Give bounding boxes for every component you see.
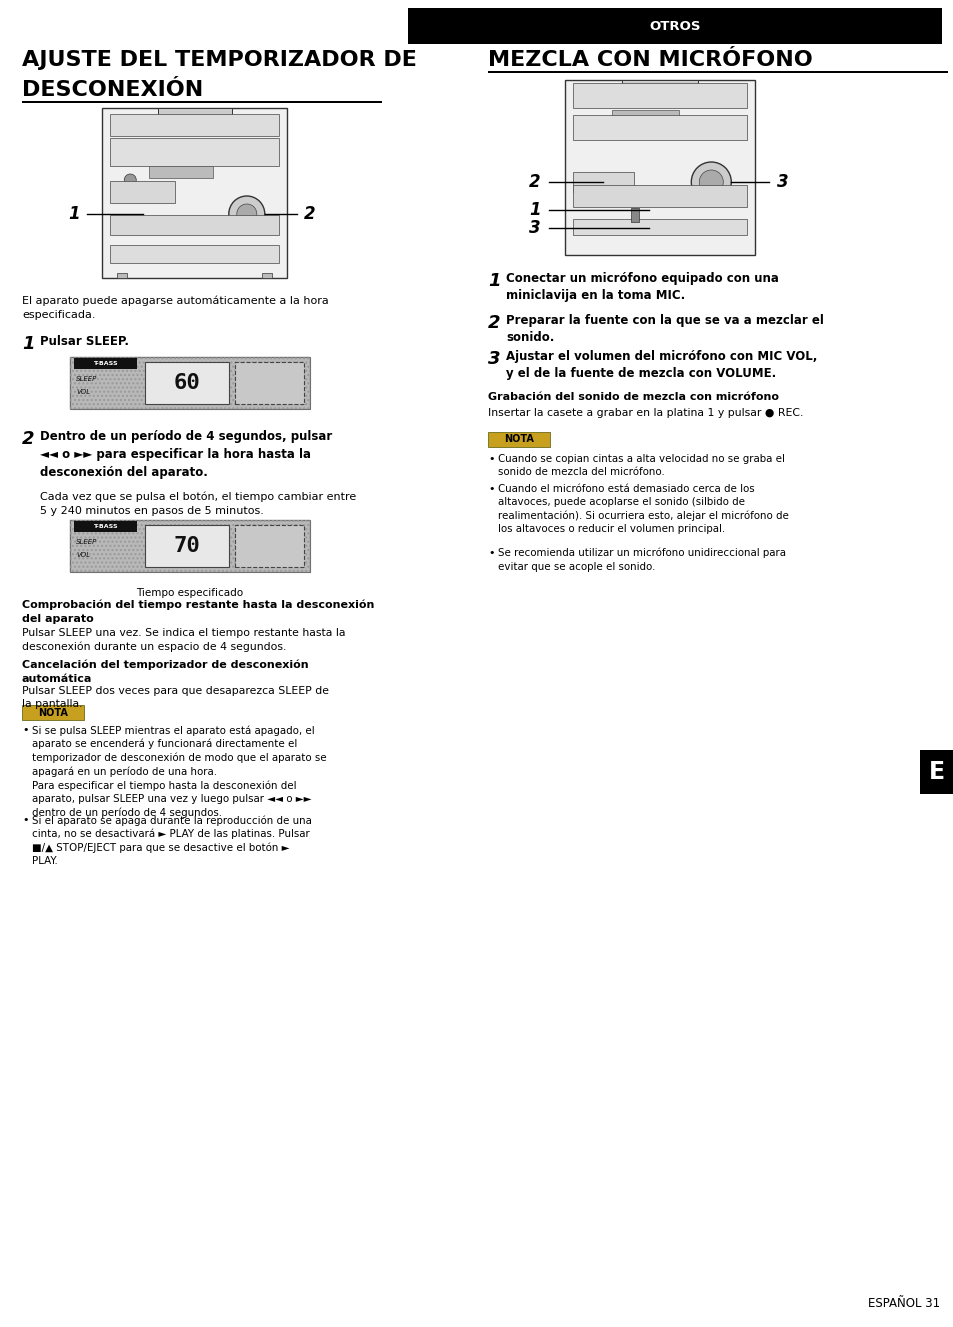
- Text: 3: 3: [488, 350, 500, 368]
- Text: •: •: [488, 484, 494, 494]
- Bar: [74, 522, 137, 532]
- Text: VOL: VOL: [76, 389, 90, 395]
- Text: NOTA: NOTA: [503, 434, 534, 445]
- Text: Pulsar SLEEP dos veces para que desaparezca SLEEP de
la pantalla.: Pulsar SLEEP dos veces para que desapare…: [22, 686, 329, 709]
- Bar: [612, 110, 679, 119]
- Text: T-BASS: T-BASS: [93, 361, 118, 366]
- Bar: [22, 705, 84, 721]
- Text: 2: 2: [529, 173, 540, 191]
- Circle shape: [699, 170, 722, 194]
- Bar: [573, 84, 746, 107]
- Bar: [111, 245, 279, 263]
- Text: El aparato puede apagarse automáticamente a la hora
especificada.: El aparato puede apagarse automáticament…: [22, 295, 329, 320]
- Bar: [235, 525, 304, 567]
- Bar: [111, 180, 175, 203]
- Bar: [573, 173, 633, 192]
- Text: Insertar la casete a grabar en la platina 1 y pulsar ● REC.: Insertar la casete a grabar en la platin…: [488, 407, 802, 418]
- Circle shape: [124, 174, 136, 186]
- Text: 2: 2: [488, 314, 500, 332]
- Text: VOL: VOL: [76, 552, 90, 557]
- Text: 1: 1: [69, 204, 80, 223]
- Bar: [111, 215, 279, 235]
- Text: Conectar un micrófono equipado con una
miniclavija en la toma MIC.: Conectar un micrófono equipado con una m…: [505, 272, 778, 303]
- Text: Comprobación del tiempo restante hasta la desconexión
del aparato: Comprobación del tiempo restante hasta l…: [22, 600, 374, 624]
- Text: Si se pulsa SLEEP mientras el aparato está apagado, el
aparato se encenderá y fu: Si se pulsa SLEEP mientras el aparato es…: [32, 725, 326, 819]
- Text: ESPAÑOL 31: ESPAÑOL 31: [867, 1296, 939, 1310]
- Bar: [145, 525, 229, 567]
- Bar: [70, 520, 310, 572]
- Bar: [158, 107, 232, 115]
- Text: •: •: [22, 725, 29, 735]
- Bar: [149, 166, 213, 178]
- Text: Grabación del sonido de mezcla con micrófono: Grabación del sonido de mezcla con micró…: [488, 391, 779, 402]
- Text: 1: 1: [22, 334, 34, 353]
- Text: •: •: [488, 548, 494, 557]
- Text: Cancelación del temporizador de desconexión
automática: Cancelación del temporizador de desconex…: [22, 660, 309, 683]
- Bar: [111, 138, 279, 166]
- Text: 1: 1: [488, 272, 500, 291]
- Text: T-BASS: T-BASS: [93, 524, 118, 529]
- Text: AJUSTE DEL TEMPORIZADOR DE: AJUSTE DEL TEMPORIZADOR DE: [22, 50, 416, 70]
- Bar: [408, 8, 941, 44]
- Text: Preparar la fuente con la que se va a mezclar el
sonido.: Preparar la fuente con la que se va a me…: [505, 314, 823, 344]
- Bar: [117, 273, 128, 277]
- Text: 2: 2: [303, 204, 315, 223]
- Bar: [235, 362, 304, 403]
- Text: OTROS: OTROS: [649, 20, 700, 32]
- Text: 3: 3: [529, 219, 540, 238]
- Text: Pulsar SLEEP.: Pulsar SLEEP.: [40, 334, 129, 348]
- Text: NOTA: NOTA: [38, 707, 68, 718]
- Text: SLEEP: SLEEP: [76, 376, 97, 382]
- Text: Tiempo especificado: Tiempo especificado: [136, 588, 243, 598]
- Bar: [74, 358, 137, 369]
- Bar: [145, 362, 229, 403]
- Text: Si el aparato se apaga durante la reproducción de una
cinta, no se desactivará ►: Si el aparato se apaga durante la reprod…: [32, 815, 312, 867]
- Text: 2: 2: [22, 430, 34, 449]
- Bar: [488, 433, 550, 447]
- Bar: [70, 520, 310, 572]
- Text: E: E: [928, 760, 944, 784]
- Circle shape: [691, 162, 731, 202]
- Text: 3: 3: [777, 173, 788, 191]
- Text: Cada vez que se pulsa el botón, el tiempo cambiar entre
5 y 240 minutos en pasos: Cada vez que se pulsa el botón, el tiemp…: [40, 492, 355, 516]
- Text: DESCONEXIÓN: DESCONEXIÓN: [22, 80, 203, 100]
- Bar: [573, 184, 746, 207]
- Text: •: •: [22, 815, 29, 825]
- Text: Dentro de un período de 4 segundos, pulsar
◄◄ o ►► para especificar la hora hast: Dentro de un período de 4 segundos, puls…: [40, 430, 332, 479]
- Bar: [70, 357, 310, 409]
- Bar: [564, 80, 754, 255]
- Bar: [111, 114, 279, 135]
- Bar: [262, 273, 273, 277]
- Bar: [22, 101, 381, 104]
- Bar: [70, 357, 310, 409]
- Bar: [621, 80, 698, 88]
- Text: 1: 1: [529, 200, 540, 219]
- Bar: [573, 115, 746, 141]
- Text: SLEEP: SLEEP: [76, 539, 97, 545]
- Circle shape: [229, 196, 265, 232]
- Bar: [919, 750, 953, 794]
- Text: 70: 70: [173, 536, 200, 556]
- Text: Cuando se copian cintas a alta velocidad no se graba el
sonido de mezcla del mic: Cuando se copian cintas a alta velocidad…: [497, 454, 784, 478]
- Bar: [488, 70, 947, 73]
- Text: Pulsar SLEEP una vez. Se indica el tiempo restante hasta la
desconexión durante : Pulsar SLEEP una vez. Se indica el tiemp…: [22, 628, 345, 652]
- Text: Ajustar el volumen del micrófono con MIC VOL,
y el de la fuente de mezcla con VO: Ajustar el volumen del micrófono con MIC…: [505, 350, 817, 380]
- Text: MEZCLA CON MICRÓFONO: MEZCLA CON MICRÓFONO: [488, 50, 812, 70]
- Text: Se recomienda utilizar un micrófono unidireccional para
evitar que se acople el : Se recomienda utilizar un micrófono unid…: [497, 548, 785, 572]
- Text: 60: 60: [173, 373, 200, 393]
- Bar: [102, 107, 287, 277]
- Bar: [573, 219, 746, 235]
- Text: Cuando el micrófono está demasiado cerca de los
altavoces, puede acoplarse el so: Cuando el micrófono está demasiado cerca…: [497, 484, 788, 535]
- Circle shape: [236, 204, 256, 224]
- Bar: [631, 208, 639, 222]
- Text: •: •: [488, 454, 494, 464]
